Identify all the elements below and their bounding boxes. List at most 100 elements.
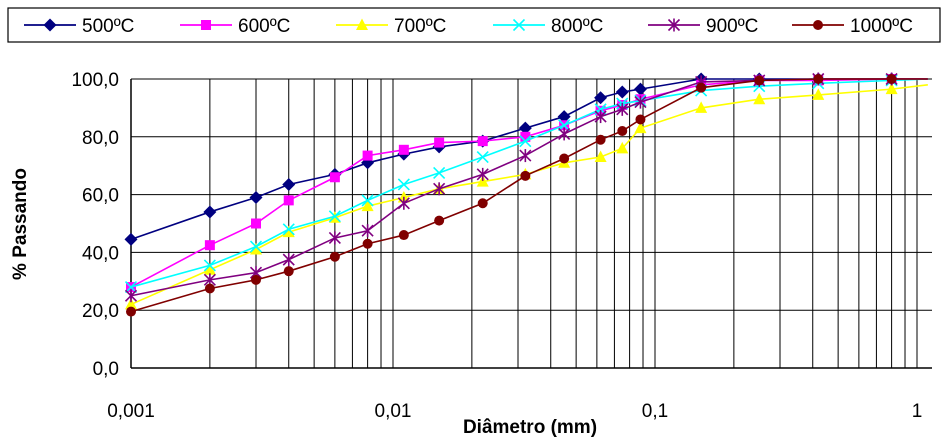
legend-box	[7, 7, 941, 43]
data-point	[520, 170, 531, 181]
data-point	[753, 92, 766, 105]
data-point	[476, 167, 489, 181]
data-point	[361, 199, 374, 212]
data-point	[43, 18, 57, 32]
x-tick-label: 1	[912, 401, 923, 422]
legend-label: 700ºC	[394, 16, 446, 37]
data-point	[251, 218, 262, 229]
data-point	[362, 238, 373, 249]
legend-label: 900ºC	[706, 16, 758, 37]
data-point	[754, 75, 765, 86]
data-point	[397, 196, 410, 210]
data-point	[594, 150, 607, 163]
data-point	[519, 149, 532, 163]
data-point	[329, 172, 340, 183]
data-point	[433, 166, 446, 179]
x-tick-label: 0,001	[107, 401, 155, 422]
y-axis-title: % Passando	[10, 168, 31, 280]
data-point	[361, 194, 374, 207]
data-point	[615, 85, 629, 99]
data-point	[616, 102, 629, 116]
legend-label: 800ºC	[551, 16, 603, 37]
legend-item: 800ºC	[493, 16, 603, 37]
x-tick-label: 0,01	[375, 401, 412, 422]
data-point	[124, 289, 138, 303]
data-point	[282, 177, 296, 191]
data-point	[362, 150, 373, 161]
data-point	[616, 141, 629, 154]
legend-item: 500ºC	[24, 16, 134, 37]
data-point	[617, 126, 628, 137]
tick-labels: 0,001 0,01 0,1 1 0,0 20,0 40,0 60,0 80,0 100,0	[71, 70, 922, 422]
data-point	[633, 82, 647, 96]
data-point	[204, 283, 215, 294]
data-point	[250, 243, 263, 255]
data-point	[204, 240, 215, 251]
data-point	[885, 82, 898, 95]
y-tick-label: 0,0	[93, 359, 119, 380]
legend-item: 700ºC	[336, 16, 446, 37]
data-point	[634, 95, 647, 109]
legend-label: 500ºC	[82, 16, 134, 37]
data-point	[124, 232, 138, 246]
data-point	[249, 240, 263, 253]
data-point	[696, 82, 707, 93]
data-point	[203, 259, 216, 272]
legend-item: 600ºC	[180, 16, 290, 37]
data-point	[886, 74, 897, 84]
data-point	[594, 91, 608, 105]
x-axis-title: Diâmetro (mm)	[463, 417, 597, 438]
data-point	[434, 215, 445, 226]
data-point	[518, 121, 532, 135]
data-point	[433, 182, 446, 196]
data-point	[124, 281, 138, 294]
data-point	[328, 231, 341, 245]
data-point	[812, 88, 825, 100]
data-point	[282, 225, 295, 238]
data-point	[559, 153, 570, 164]
y-tick-label: 100,0	[71, 70, 119, 91]
data-point	[201, 20, 211, 30]
plot-area	[131, 79, 932, 368]
y-tick-label: 60,0	[82, 186, 119, 207]
x-tick-label: 0,1	[642, 401, 668, 422]
legend-item: 900ºC	[648, 16, 758, 37]
data-point	[125, 297, 137, 310]
data-point	[557, 110, 571, 124]
data-point	[282, 223, 295, 236]
legend: 500ºC 600ºC 700ºC 800ºC 900ºC 1000ºC	[7, 7, 941, 43]
data-point	[520, 131, 531, 142]
y-tick-label: 80,0	[82, 128, 119, 149]
data-point	[594, 110, 607, 124]
data-point	[695, 101, 708, 113]
data-point	[249, 190, 263, 204]
grid	[130, 78, 932, 369]
data-point	[398, 230, 409, 241]
data-point	[477, 198, 488, 209]
series-group	[124, 72, 928, 317]
data-point	[434, 137, 445, 148]
data-point	[203, 263, 216, 275]
y-tick-label: 20,0	[82, 301, 119, 322]
data-point	[813, 20, 823, 30]
data-point	[356, 18, 368, 30]
data-point	[595, 134, 606, 145]
data-point	[398, 144, 409, 155]
data-point	[667, 18, 681, 32]
data-point	[512, 18, 526, 32]
data-point	[558, 119, 571, 132]
data-point	[282, 253, 295, 267]
legend-label: 1000ºC	[850, 16, 913, 37]
data-point	[283, 266, 294, 277]
data-point	[283, 195, 294, 206]
data-point	[634, 121, 647, 134]
series-1000c	[126, 74, 928, 317]
data-point	[329, 251, 340, 262]
data-point	[361, 224, 374, 238]
legend-label: 600ºC	[238, 16, 290, 37]
data-point	[635, 114, 646, 125]
data-point	[126, 306, 136, 317]
y-tick-label: 40,0	[82, 243, 119, 264]
data-point	[397, 178, 410, 191]
